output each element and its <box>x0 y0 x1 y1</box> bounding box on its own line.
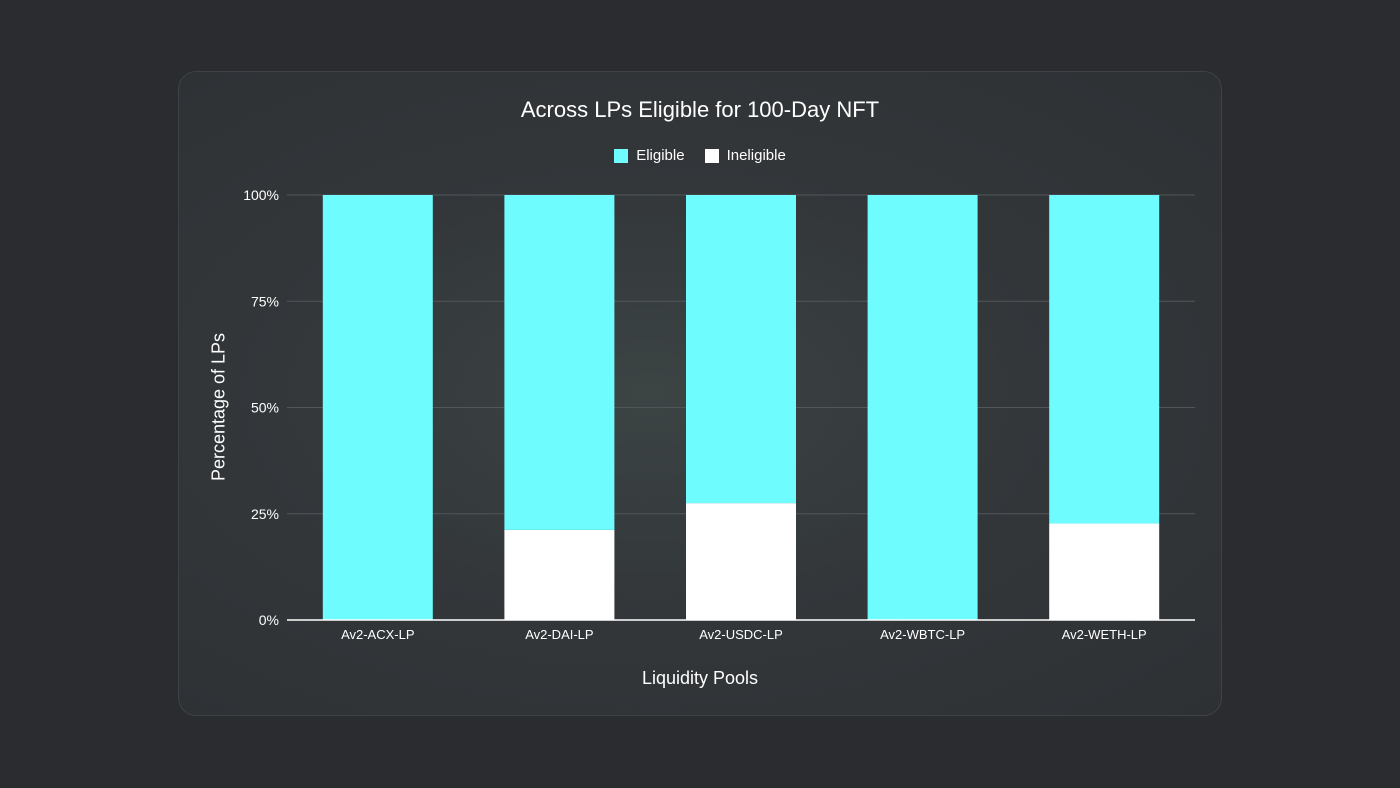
bar-ineligible-av2-dai-lp <box>504 529 615 620</box>
bar-eligible-av2-dai-lp <box>504 195 615 530</box>
legend: Eligible Ineligible <box>0 147 1400 164</box>
bar-ineligible-av2-weth-lp <box>1049 523 1160 620</box>
x-axis-label: Liquidity Pools <box>641 668 759 688</box>
legend-item-ineligible[interactable]: Ineligible <box>704 147 786 164</box>
legend-label: Ineligible <box>726 147 786 164</box>
legend-swatch-ineligible <box>704 148 719 163</box>
x-tick-label: Av2-USDC-LP <box>699 627 783 642</box>
y-tick-label: 0% <box>259 612 279 628</box>
x-tick-label: Av2-ACX-LP <box>341 627 414 642</box>
y-tick-label: 75% <box>251 293 279 309</box>
bar-eligible-av2-usdc-lp <box>686 195 796 504</box>
x-tick-label: Av2-DAI-LP <box>525 627 593 642</box>
y-tick-label: 25% <box>251 506 279 522</box>
bar-eligible-av2-acx-lp <box>322 195 433 620</box>
bar-eligible-av2-weth-lp <box>1049 195 1160 524</box>
y-tick-label: 100% <box>243 187 279 203</box>
y-tick-label: 50% <box>251 400 279 416</box>
legend-item-eligible[interactable]: Eligible <box>614 147 685 164</box>
chart-title: Across LPs Eligible for 100-Day NFT <box>520 97 880 122</box>
legend-swatch-eligible <box>614 148 629 163</box>
x-tick-label: Av2-WETH-LP <box>1062 627 1147 642</box>
bar-eligible-av2-wbtc-lp <box>867 195 978 620</box>
legend-label: Eligible <box>636 147 685 164</box>
x-tick-label: Av2-WBTC-LP <box>880 627 965 642</box>
bar-ineligible-av2-usdc-lp <box>686 503 796 620</box>
